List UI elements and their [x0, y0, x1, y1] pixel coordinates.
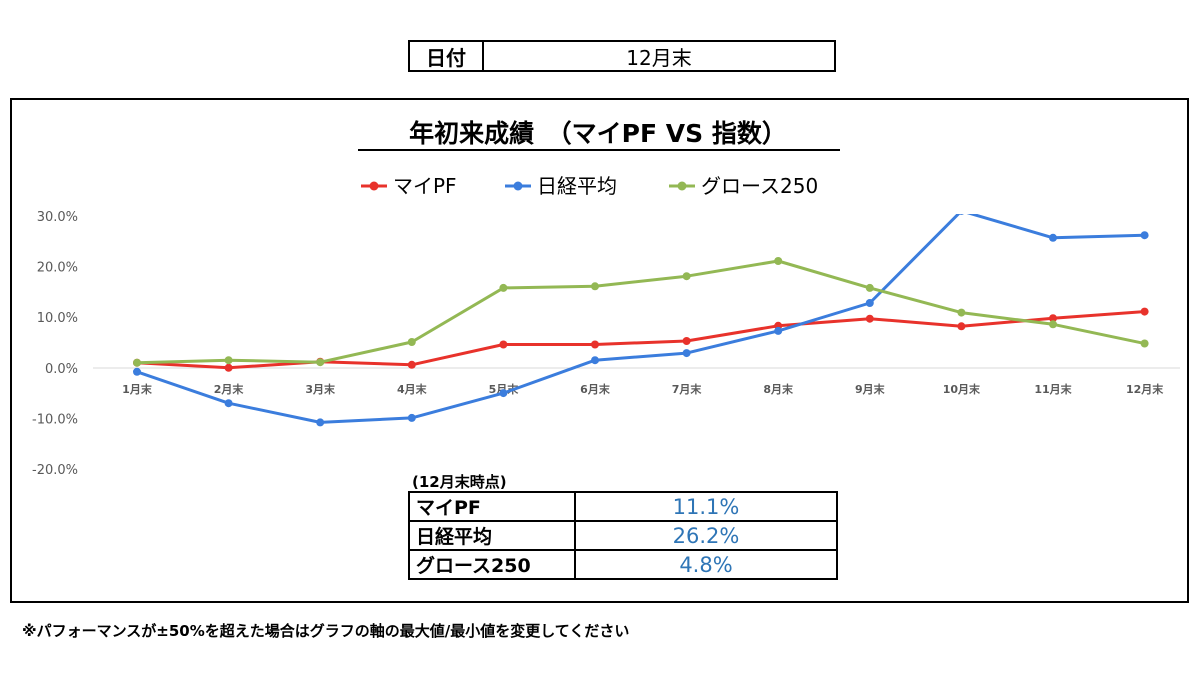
- data-point: [957, 322, 966, 331]
- legend-swatch-marker: [513, 181, 523, 191]
- x-axis: 1月末 2月末 3月末 4月末 5月末 6月末 7月末 8月末 9月末 10月末 11月末 12月末: [122, 382, 1164, 396]
- data-point: [1049, 314, 1057, 323]
- summary-value: 4.8%: [574, 549, 838, 580]
- data-point: [774, 257, 783, 265]
- x-tick-label: 9月末: [855, 382, 886, 396]
- data-point: [224, 363, 233, 372]
- axis-note: ※パフォーマンスが±50%を超えた場合はグラフの軸の最大値/最小値を変更してくだ…: [22, 622, 630, 640]
- summary-value: 11.1%: [574, 491, 838, 522]
- data-point: [591, 356, 599, 365]
- y-tick-label: 20.0%: [37, 261, 78, 276]
- summary-caption: (12月末時点): [412, 473, 507, 491]
- summary-name: マイPF: [408, 491, 576, 522]
- data-point: [499, 283, 508, 292]
- chart-legend: マイPF 日経平均 グロース250: [361, 174, 818, 198]
- series-line: [135, 214, 1147, 424]
- y-axis: 30.0% 20.0% 10.0% 0.0% -10.0% -20.0%: [32, 210, 78, 478]
- data-point: [591, 282, 599, 291]
- summary-name: グロース250: [408, 549, 576, 580]
- legend-entry: マイPF: [393, 174, 457, 198]
- date-box: 日付 12月末: [408, 40, 836, 72]
- plot-area: [133, 214, 1149, 427]
- y-tick-label: 30.0%: [37, 210, 78, 225]
- x-tick-label: 2月末: [214, 382, 245, 396]
- series-line: [135, 310, 1147, 370]
- data-point: [133, 367, 141, 376]
- data-point: [1049, 320, 1057, 329]
- data-point: [774, 326, 783, 335]
- data-point: [499, 389, 508, 398]
- data-point: [224, 356, 233, 365]
- data-point: [865, 283, 874, 292]
- x-tick-label: 3月末: [305, 382, 336, 396]
- date-label: 日付: [410, 42, 484, 70]
- x-tick-label: 8月末: [763, 382, 794, 396]
- legend-entry: グロース250: [701, 174, 818, 198]
- data-point: [957, 308, 966, 317]
- summary-name: 日経平均: [408, 520, 576, 551]
- legend-swatch-marker: [677, 181, 687, 191]
- data-point: [499, 340, 508, 349]
- legend-swatch-marker: [369, 181, 379, 191]
- data-point: [958, 214, 964, 215]
- y-tick-label: 10.0%: [37, 311, 78, 326]
- chart-frame: [10, 98, 1189, 603]
- data-point: [1140, 231, 1149, 240]
- y-tick-label: 0.0%: [45, 362, 78, 377]
- x-tick-label: 4月末: [397, 382, 428, 396]
- table-row: グロース250 4.8%: [408, 549, 838, 580]
- x-tick-label: 11月末: [1034, 382, 1072, 396]
- data-point: [133, 358, 141, 367]
- date-value: 12月末: [626, 45, 692, 70]
- legend-entry: 日経平均: [537, 174, 617, 198]
- x-tick-label: 10月末: [943, 382, 981, 396]
- data-point: [682, 337, 691, 345]
- series-line: [135, 259, 1147, 365]
- table-row: マイPF 11.1%: [408, 491, 838, 522]
- y-tick-label: -20.0%: [32, 463, 78, 478]
- data-point: [1140, 307, 1149, 316]
- summary-table: マイPF 11.1% 日経平均 26.2% グロース250 4.8%: [408, 491, 838, 580]
- data-point: [224, 399, 233, 408]
- data-point: [407, 360, 416, 369]
- y-tick-label: -10.0%: [32, 412, 78, 427]
- data-point: [407, 413, 416, 422]
- summary-value: 26.2%: [574, 520, 838, 551]
- data-point: [407, 338, 416, 346]
- data-point: [682, 349, 691, 358]
- data-point: [682, 272, 691, 281]
- data-point: [1049, 233, 1057, 242]
- data-point: [865, 299, 874, 307]
- x-tick-label: 12月末: [1126, 382, 1164, 396]
- x-tick-label: 1月末: [122, 382, 153, 396]
- x-tick-label: 7月末: [672, 382, 703, 396]
- table-row: 日経平均 26.2%: [408, 520, 838, 551]
- data-point: [591, 340, 599, 349]
- data-point: [316, 418, 325, 427]
- chart-title: 年初来成績 （マイPF VS 指数）: [409, 119, 787, 148]
- x-tick-label: 6月末: [580, 382, 611, 396]
- data-point: [865, 314, 874, 323]
- data-point: [1140, 339, 1149, 348]
- data-point: [316, 358, 325, 367]
- x-tick-label: 5月末: [489, 382, 520, 396]
